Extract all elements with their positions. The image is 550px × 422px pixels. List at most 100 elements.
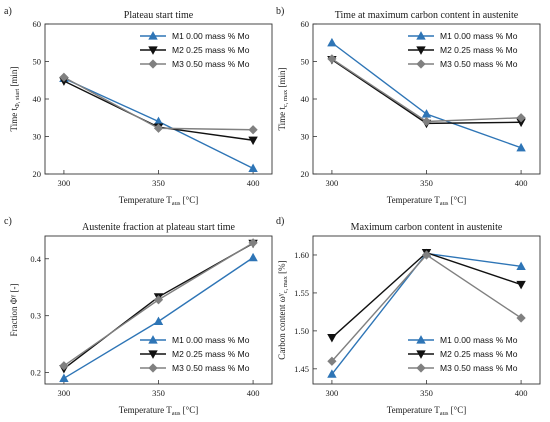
legend-entry: M2 0.25 mass % Mo <box>440 349 518 359</box>
chart-title: Maximum carbon content in austenite <box>351 222 503 233</box>
y-tick-label: 30 <box>33 132 42 142</box>
chart-title: Austenite fraction at plateau start time <box>82 222 236 233</box>
x-axis-label: Temperature Taus [°C] <box>387 405 466 417</box>
data-point <box>516 261 526 271</box>
data-point <box>248 252 258 262</box>
y-tick-label: 0.4 <box>30 254 41 264</box>
y-tick-label: 30 <box>301 132 310 142</box>
y-tick-label: 50 <box>33 57 42 67</box>
x-axis-label: Temperature Taus [°C] <box>387 195 466 207</box>
panel-letter: a) <box>4 6 12 17</box>
y-tick-label: 0.2 <box>30 368 41 378</box>
panel-letter: c) <box>4 216 12 227</box>
chart-panel-1: a) Plateau start time 20 30 40 50 60 300 350 400 T… <box>4 6 273 207</box>
x-tick-label: 300 <box>58 388 71 398</box>
x-tick-label: 400 <box>515 388 528 398</box>
data-point <box>516 113 526 123</box>
plot-frame <box>44 235 273 385</box>
x-tick-label: 350 <box>420 178 433 188</box>
y-tick-label: 20 <box>33 169 42 179</box>
y-axis-label: Time tc, max [min] <box>277 67 289 130</box>
data-point <box>327 369 337 378</box>
chart-panel-2: b) Time at maximum carbon content in aust… <box>276 6 541 207</box>
legend-entry: M1 0.00 mass % Mo <box>172 31 250 41</box>
legend-entry: M1 0.00 mass % Mo <box>172 335 250 345</box>
x-tick-label: 300 <box>58 178 71 188</box>
data-point <box>248 125 258 135</box>
data-point <box>516 280 526 290</box>
y-tick-label: 50 <box>301 57 310 67</box>
chart-title: Time at maximum carbon content in austen… <box>335 10 519 21</box>
y-tick-label: 1.55 <box>294 288 309 298</box>
y-axis-label: Time tΦ, start [min] <box>9 67 21 132</box>
x-axis-label: Temperature Taus [°C] <box>119 405 198 417</box>
y-tick-label: 1.50 <box>294 326 309 336</box>
legend-marker <box>416 31 426 40</box>
y-tick-label: 1.60 <box>294 250 309 260</box>
y-tick-label: 60 <box>33 19 42 29</box>
data-point <box>248 136 258 146</box>
legend-entry: M3 0.50 mass % Mo <box>440 363 518 373</box>
data-point <box>421 250 432 260</box>
data-point <box>59 361 69 371</box>
panel-letter: b) <box>276 6 284 17</box>
legend-entry: M1 0.00 mass % Mo <box>440 335 518 345</box>
data-point <box>327 37 337 47</box>
legend-entry: M2 0.25 mass % Mo <box>172 349 250 359</box>
x-tick-label: 350 <box>152 178 165 188</box>
data-point <box>421 116 432 127</box>
legend-entry: M3 0.50 mass % Mo <box>172 59 250 69</box>
data-point <box>153 123 164 133</box>
data-point <box>248 163 258 173</box>
chart-title: Plateau start time <box>124 10 194 21</box>
y-tick-label: 40 <box>301 94 310 104</box>
data-point <box>327 356 337 366</box>
legend-marker <box>148 31 158 40</box>
legend-entry: M2 0.25 mass % Mo <box>172 45 250 55</box>
y-axis-label: Carbon content ωγc, max [%] <box>277 260 289 359</box>
y-tick-label: 1.45 <box>294 364 309 374</box>
chart-panel-3: c) Austenite fraction at plateau start ti… <box>4 216 273 417</box>
y-tick-label: 0.3 <box>30 311 41 321</box>
data-point <box>516 313 526 323</box>
data-point <box>516 142 526 152</box>
data-point <box>59 72 69 82</box>
series-line-3 <box>331 254 522 362</box>
data-point <box>248 238 258 248</box>
y-axis-label: Fraction Φγ [-] <box>9 284 19 337</box>
legend-entry: M3 0.50 mass % Mo <box>172 363 250 373</box>
legend-marker <box>148 363 158 373</box>
y-tick-label: 40 <box>33 94 42 104</box>
legend-entry: M1 0.00 mass % Mo <box>440 31 518 41</box>
legend-marker <box>148 335 158 344</box>
legend-marker <box>416 363 426 373</box>
data-point <box>327 334 337 343</box>
legend-marker <box>416 59 426 69</box>
x-tick-label: 400 <box>515 178 528 188</box>
x-axis-label: Temperature Taus [°C] <box>119 195 198 207</box>
chart-panel-4: d) Maximum carbon content in austenite 1.4… <box>276 216 541 417</box>
legend-marker <box>148 350 158 359</box>
panel-letter: d) <box>276 216 284 227</box>
y-tick-label: 60 <box>301 19 310 29</box>
data-point <box>153 295 164 305</box>
x-tick-label: 300 <box>326 178 339 188</box>
legend-marker <box>416 46 426 55</box>
data-point <box>153 316 164 326</box>
legend-marker <box>148 59 158 69</box>
data-point <box>59 373 69 382</box>
y-tick-label: 20 <box>301 169 310 179</box>
x-tick-label: 300 <box>326 388 339 398</box>
data-point <box>327 54 337 64</box>
legend-marker <box>416 350 426 359</box>
legend-entry: M2 0.25 mass % Mo <box>440 45 518 55</box>
legend-entry: M3 0.50 mass % Mo <box>440 59 518 69</box>
series-line-2 <box>331 251 522 339</box>
legend-marker <box>416 335 426 344</box>
legend-marker <box>148 46 158 55</box>
x-tick-label: 400 <box>247 388 260 398</box>
x-tick-label: 350 <box>152 388 165 398</box>
x-tick-label: 400 <box>247 178 260 188</box>
x-tick-label: 350 <box>420 388 433 398</box>
